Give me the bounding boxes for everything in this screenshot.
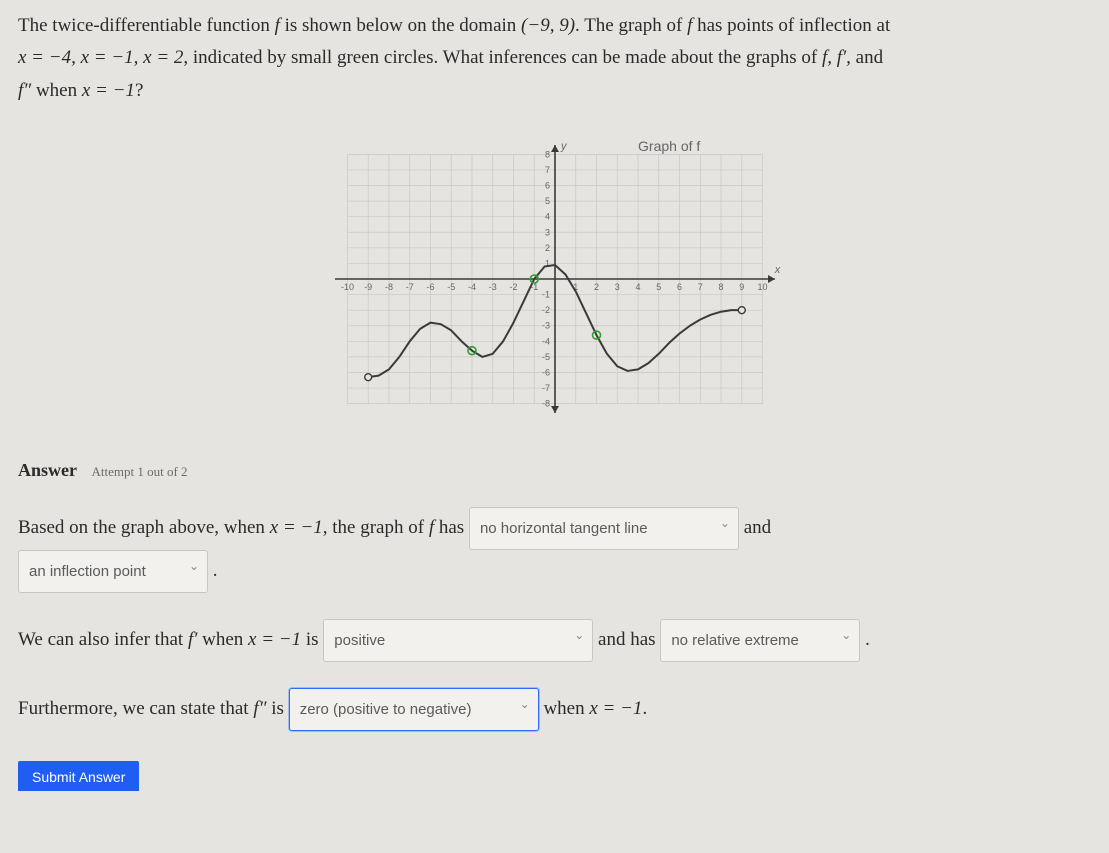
svg-text:-7: -7 (541, 383, 549, 393)
s3-text: is (267, 698, 289, 719)
dropdown-value: positive (334, 632, 385, 649)
svg-text:6: 6 (544, 180, 549, 190)
s2-text: We can also infer that (18, 629, 188, 650)
q-text: and (851, 47, 883, 68)
svg-text:-3: -3 (488, 282, 496, 292)
svg-text:y: y (560, 141, 568, 153)
s2-text: when (197, 629, 248, 650)
q-eqs: x = −4, x = −1, x = 2 (18, 47, 183, 68)
dropdown-tangent[interactable]: no horizontal tangent line (469, 507, 739, 550)
svg-text:-6: -6 (426, 282, 434, 292)
q-fpp: f″ (18, 80, 31, 101)
q-text: when (31, 80, 82, 101)
chart-container: -10-9-8-7-6-5-4-3-2-11234567891012345678… (18, 125, 1091, 430)
sentence-1: Based on the graph above, when x = −1, t… (18, 507, 1091, 593)
s3-period: . (642, 698, 647, 719)
svg-text:4: 4 (544, 212, 549, 222)
svg-text:4: 4 (635, 282, 640, 292)
svg-text:7: 7 (697, 282, 702, 292)
q-fseq: f, f′, (822, 47, 851, 68)
svg-text:-9: -9 (364, 282, 372, 292)
s2-text: is (301, 629, 323, 650)
svg-text:-5: -5 (447, 282, 455, 292)
s1-text: Based on the graph above, when (18, 517, 270, 538)
dropdown-value: no relative extreme (671, 632, 799, 649)
dropdown-value: an inflection point (29, 563, 146, 580)
svg-text:x: x (773, 264, 780, 276)
sentence-2: We can also infer that f′ when x = −1 is… (18, 619, 1091, 662)
question-text: The twice-differentiable function f is s… (18, 10, 1091, 107)
svg-text:2: 2 (544, 243, 549, 253)
s2-and: and has (598, 629, 660, 650)
svg-text:3: 3 (544, 227, 549, 237)
svg-text:2: 2 (594, 282, 599, 292)
sentence-3: Furthermore, we can state that f″ is zer… (18, 688, 1091, 731)
dropdown-fprime-sign[interactable]: positive (323, 619, 593, 662)
attempt-text: Attempt 1 out of 2 (92, 464, 188, 479)
s1-text: , the graph of (323, 517, 429, 538)
s1-text: has (434, 517, 469, 538)
svg-text:-1: -1 (541, 289, 549, 299)
q-text: has points of inflection at (692, 15, 890, 36)
submit-label: Submit Answer (32, 769, 125, 785)
answer-header-row: Answer Attempt 1 out of 2 (18, 460, 1091, 481)
answer-label: Answer (18, 460, 77, 480)
s1-eq: x = −1 (270, 517, 323, 538)
q-domain: (−9, 9) (521, 15, 575, 36)
s3-when: when (543, 698, 589, 719)
s3-fpp: f″ (253, 698, 266, 719)
function-graph: -10-9-8-7-6-5-4-3-2-11234567891012345678… (295, 125, 815, 425)
svg-text:-8: -8 (384, 282, 392, 292)
svg-text:-4: -4 (541, 336, 549, 346)
s1-and: and (744, 517, 771, 538)
s1-period: . (213, 560, 218, 581)
s2-fp: f′ (188, 629, 197, 650)
s3-eq: x = −1 (589, 698, 642, 719)
svg-text:-5: -5 (541, 352, 549, 362)
dropdown-value: zero (positive to negative) (300, 701, 472, 718)
svg-text:-10: -10 (340, 282, 353, 292)
svg-text:-2: -2 (541, 305, 549, 315)
q-text: ? (135, 80, 143, 101)
q-text: , indicated by small green circles. What… (183, 47, 822, 68)
svg-text:-6: -6 (541, 367, 549, 377)
svg-text:8: 8 (718, 282, 723, 292)
answer-section: Answer Attempt 1 out of 2 Based on the g… (18, 460, 1091, 792)
svg-text:-4: -4 (467, 282, 475, 292)
dropdown-fprime-extreme[interactable]: no relative extreme (660, 619, 860, 662)
svg-text:Graph of f: Graph of f (638, 138, 700, 154)
svg-text:-3: -3 (541, 321, 549, 331)
svg-text:8: 8 (544, 149, 549, 159)
submit-button[interactable]: Submit Answer (18, 761, 139, 791)
s3-text: Furthermore, we can state that (18, 698, 253, 719)
s2-eq: x = −1 (248, 629, 301, 650)
svg-text:10: 10 (757, 282, 767, 292)
svg-text:3: 3 (614, 282, 619, 292)
svg-text:-2: -2 (509, 282, 517, 292)
svg-text:5: 5 (656, 282, 661, 292)
q-eq: x = −1 (82, 80, 135, 101)
svg-text:9: 9 (739, 282, 744, 292)
svg-text:6: 6 (677, 282, 682, 292)
q-text: . The graph of (575, 15, 687, 36)
svg-text:7: 7 (544, 165, 549, 175)
q-text: The twice-differentiable function (18, 15, 275, 36)
dropdown-fpp-value[interactable]: zero (positive to negative) (289, 688, 539, 731)
dropdown-inflection[interactable]: an inflection point (18, 550, 208, 593)
q-text: is shown below on the domain (280, 15, 521, 36)
page-container: The twice-differentiable function f is s… (0, 0, 1109, 791)
svg-text:-8: -8 (541, 399, 549, 409)
svg-text:-7: -7 (405, 282, 413, 292)
s2-period: . (865, 629, 870, 650)
dropdown-value: no horizontal tangent line (480, 520, 648, 537)
svg-text:5: 5 (544, 196, 549, 206)
